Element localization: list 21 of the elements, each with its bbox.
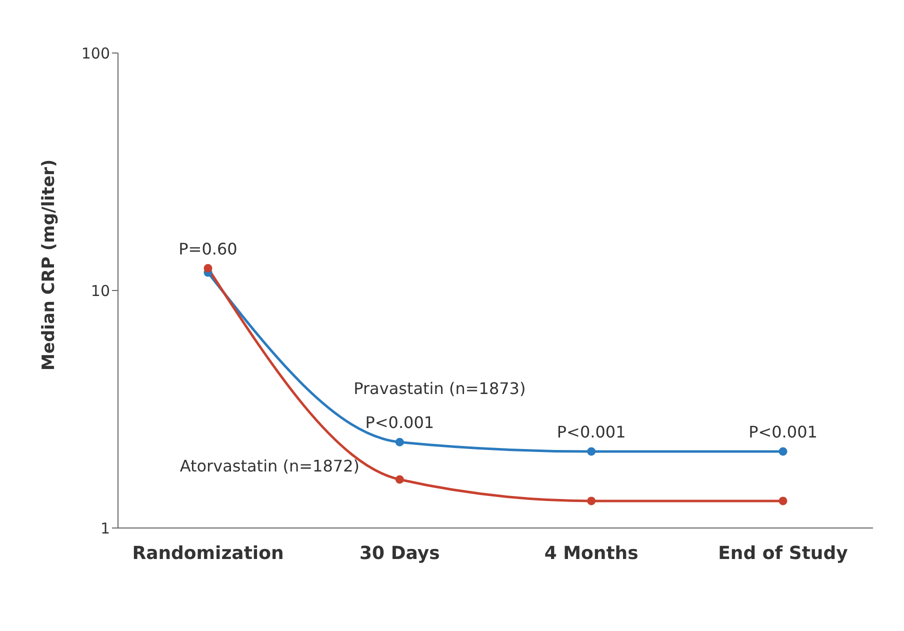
- x-tick-label: 30 Days: [360, 542, 440, 564]
- point: [587, 447, 596, 456]
- x-tick-label: End of Study: [718, 542, 848, 564]
- x-tick-label: Randomization: [132, 542, 284, 564]
- point: [395, 438, 404, 446]
- y-axis-title: Median CRP (mg/liter): [39, 159, 60, 370]
- y-tick-label: 100: [81, 44, 110, 62]
- point: [395, 475, 404, 484]
- annotation: P<0.001: [556, 422, 626, 442]
- point: [778, 496, 788, 506]
- point: [204, 264, 212, 273]
- x-tick-label: 4 Months: [544, 542, 638, 564]
- annotation: P=0.60: [178, 239, 238, 258]
- series-label: Pravastatin (n=1873): [354, 379, 526, 398]
- y-tick-label: 1: [100, 519, 110, 538]
- annotation: P<0.001: [365, 413, 434, 432]
- series-label: Atorvastatin (n=1872): [180, 456, 360, 476]
- y-tick-label: 10: [90, 282, 110, 300]
- annotation: P<0.001: [748, 422, 818, 442]
- point: [778, 447, 788, 456]
- point: [587, 496, 596, 506]
